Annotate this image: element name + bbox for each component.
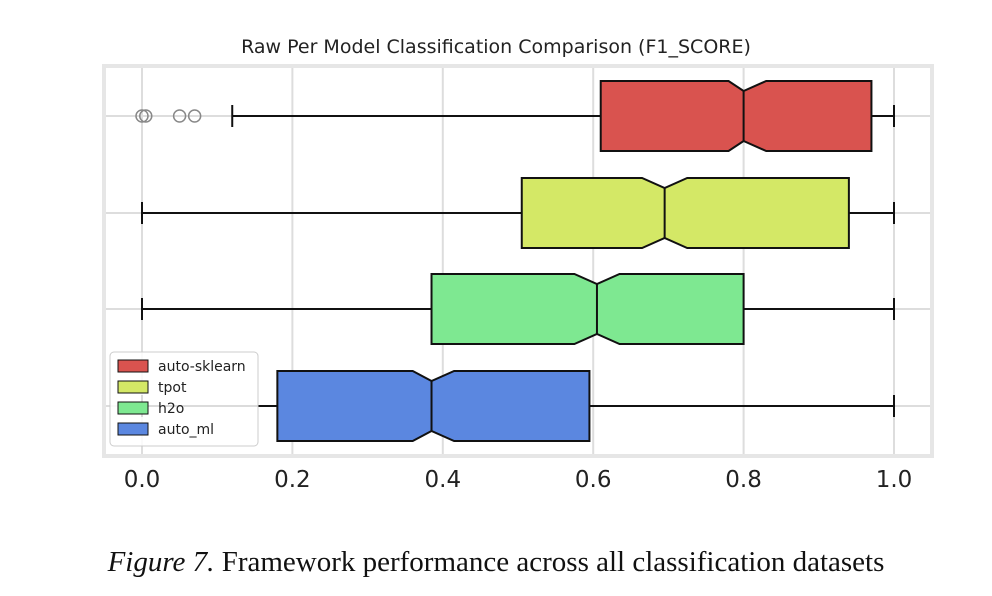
legend-swatch bbox=[117, 401, 149, 415]
legend-label: auto_ml bbox=[158, 422, 214, 438]
chart-title: Raw Per Model Classification Comparison … bbox=[241, 36, 751, 58]
box-auto-sklearn bbox=[599, 80, 873, 152]
figure-caption: Figure 7. Framework performance across a… bbox=[0, 546, 992, 579]
outlier-point bbox=[172, 109, 187, 123]
x-tick-label: 1.0 bbox=[876, 467, 913, 493]
x-tick-label: 0.4 bbox=[425, 467, 462, 493]
outlier-point bbox=[187, 109, 202, 123]
legend-swatch bbox=[117, 422, 149, 436]
legend-label: tpot bbox=[158, 380, 187, 396]
legend-label: h2o bbox=[158, 401, 184, 417]
outlier-point bbox=[135, 109, 149, 123]
box-h2o bbox=[430, 273, 745, 345]
x-tick-label: 0.8 bbox=[725, 467, 762, 493]
legend-swatch bbox=[117, 359, 149, 373]
figure-caption-text: Framework performance across all classif… bbox=[221, 546, 885, 578]
x-tick-label: 0.6 bbox=[575, 467, 612, 493]
legend-swatch bbox=[117, 380, 149, 394]
legend-label: auto-sklearn bbox=[158, 359, 246, 375]
x-tick-label: 0.0 bbox=[124, 467, 161, 493]
box-tpot bbox=[520, 177, 850, 249]
outlier-point bbox=[139, 109, 153, 123]
box-auto_ml bbox=[276, 370, 591, 442]
chart-area: Raw Per Model Classification Comparison … bbox=[102, 36, 934, 493]
x-tick-label: 0.2 bbox=[274, 467, 311, 493]
boxplot-chart: 0.0 0.2 0.4 0.6 0.8 1.0 auto-sklearn tpot h2o aut… bbox=[102, 64, 934, 493]
figure-label: Figure 7. bbox=[107, 546, 215, 578]
